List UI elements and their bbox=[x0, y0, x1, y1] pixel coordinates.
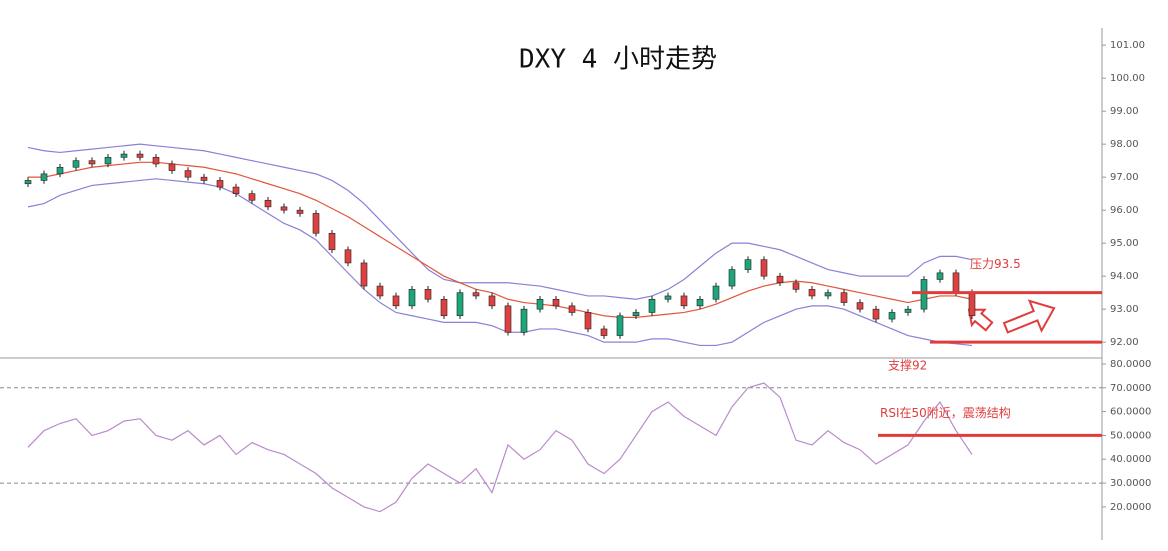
candle-body bbox=[40, 173, 48, 181]
candle-body bbox=[872, 308, 880, 320]
candle-body bbox=[344, 249, 352, 264]
candle-body bbox=[472, 292, 480, 297]
y-tick-label: 97.00 bbox=[1110, 172, 1139, 183]
bollinger-band bbox=[28, 161, 973, 319]
y-tick-label: 98.00 bbox=[1110, 139, 1139, 150]
candle-body bbox=[952, 272, 960, 293]
candle-body bbox=[88, 160, 96, 165]
annotation-text: 压力93.5 bbox=[970, 257, 1021, 271]
candle-body bbox=[216, 180, 224, 188]
candle-body bbox=[536, 298, 544, 310]
y-tick-label: 93.00 bbox=[1110, 304, 1139, 315]
y-tick-label: 94.00 bbox=[1110, 271, 1139, 282]
y-tick-label: 100.00 bbox=[1110, 73, 1145, 84]
candle-body bbox=[440, 298, 448, 317]
candle-body bbox=[888, 312, 896, 320]
candle-body bbox=[968, 292, 976, 317]
candle-body bbox=[904, 308, 912, 313]
candle-body bbox=[760, 259, 768, 277]
candle-body bbox=[120, 153, 128, 158]
candle-body bbox=[72, 160, 80, 168]
candle-body bbox=[296, 209, 304, 214]
candle-body bbox=[456, 292, 464, 317]
y-tick-label: 40.0000 bbox=[1110, 454, 1151, 465]
candle-body bbox=[104, 157, 112, 165]
annotation-text: RSI在50附近，震荡结构 bbox=[880, 405, 1011, 420]
bollinger-band bbox=[27, 143, 973, 300]
candle-body bbox=[280, 206, 288, 211]
candle-body bbox=[488, 295, 496, 307]
candle-body bbox=[56, 166, 64, 175]
candle-body bbox=[600, 328, 608, 336]
candle-body bbox=[248, 193, 256, 201]
candle-body bbox=[136, 153, 144, 158]
y-tick-label: 80.0000 bbox=[1110, 359, 1151, 370]
candle-body bbox=[424, 289, 432, 300]
y-tick-label: 95.00 bbox=[1110, 238, 1139, 249]
y-tick-label: 60.0000 bbox=[1110, 407, 1151, 418]
candle-body bbox=[408, 289, 416, 307]
candle-body bbox=[264, 199, 272, 208]
candle-body bbox=[168, 163, 176, 171]
arrows bbox=[967, 299, 1056, 334]
y-tick-label: 30.0000 bbox=[1110, 478, 1151, 489]
y-tick-label: 70.0000 bbox=[1110, 383, 1151, 394]
y-tick-label: 101.00 bbox=[1110, 40, 1145, 51]
candle-body bbox=[920, 279, 928, 310]
y-tick-label: 96.00 bbox=[1110, 205, 1139, 216]
rsi-line bbox=[27, 382, 973, 513]
candle-body bbox=[824, 292, 832, 297]
candle-body bbox=[200, 176, 208, 181]
candle-body bbox=[184, 170, 192, 178]
candle-body bbox=[152, 157, 160, 165]
candle-body bbox=[936, 272, 944, 280]
candle-body bbox=[808, 289, 816, 297]
candle-body bbox=[856, 302, 864, 310]
candle-body bbox=[632, 312, 640, 317]
candle-body bbox=[840, 292, 848, 303]
y-tick-label: 92.00 bbox=[1110, 337, 1139, 348]
candle-body bbox=[664, 295, 672, 300]
candle-body bbox=[552, 298, 560, 307]
candle-body bbox=[328, 232, 336, 251]
candle-body bbox=[584, 312, 592, 330]
candle-body bbox=[376, 285, 384, 297]
candle-body bbox=[24, 180, 32, 185]
candle-body bbox=[504, 305, 512, 333]
y-tick-label: 20.0000 bbox=[1110, 502, 1151, 513]
annotation-text: 支撑92 bbox=[888, 358, 927, 373]
candle-body bbox=[616, 315, 624, 336]
candle-body bbox=[520, 308, 528, 333]
candle-body bbox=[696, 298, 704, 307]
candle-body bbox=[392, 295, 400, 307]
candle-body bbox=[776, 275, 784, 284]
candle-body bbox=[568, 305, 576, 313]
bollinger-band bbox=[27, 178, 973, 347]
candle-body bbox=[680, 295, 688, 307]
candle-body bbox=[712, 285, 720, 300]
candle-body bbox=[312, 213, 320, 234]
candle-body bbox=[792, 282, 800, 290]
candle-body bbox=[360, 262, 368, 287]
candle-body bbox=[648, 298, 656, 313]
candle-body bbox=[744, 259, 752, 270]
y-tick-label: 99.00 bbox=[1110, 106, 1139, 117]
candle-body bbox=[728, 269, 736, 287]
chart-title: DXY 4 小时走势 bbox=[519, 45, 717, 75]
y-tick-label: 50.0000 bbox=[1110, 430, 1151, 441]
candle-body bbox=[232, 186, 240, 194]
